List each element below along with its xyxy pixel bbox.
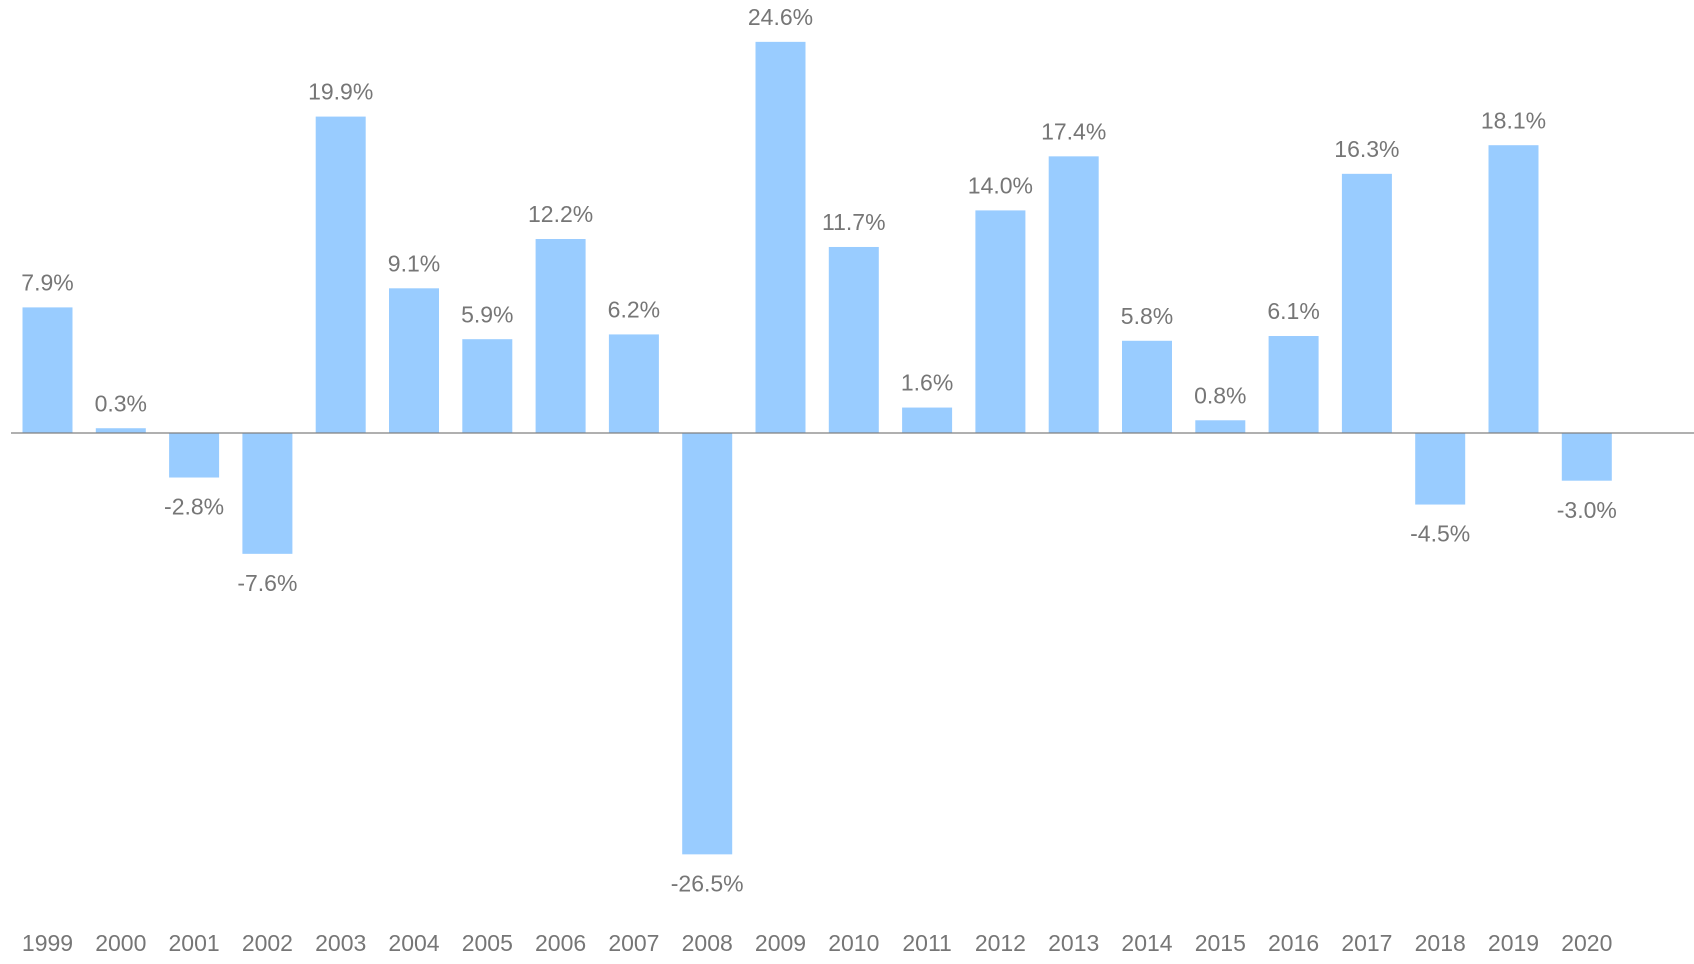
bar (975, 210, 1026, 433)
data-label: 9.1% (388, 250, 440, 276)
data-label: 24.6% (748, 4, 813, 30)
data-label: 18.1% (1481, 107, 1546, 133)
data-label: 12.2% (528, 201, 593, 227)
data-label: 7.9% (21, 269, 73, 295)
bar (1341, 173, 1392, 433)
data-label: 19.9% (308, 79, 373, 105)
x-tick-label: 2013 (1048, 930, 1099, 956)
x-tick-label: 2017 (1341, 930, 1392, 956)
bar (1415, 433, 1466, 505)
x-tick-label: 2010 (828, 930, 879, 956)
x-tick-label: 2015 (1195, 930, 1246, 956)
data-label: 5.9% (461, 301, 513, 327)
x-tick-label: 2014 (1121, 930, 1172, 956)
data-label: 6.2% (608, 296, 660, 322)
bar (462, 339, 513, 433)
x-tick-label: 2004 (388, 930, 439, 956)
bar (1048, 156, 1099, 433)
x-tick-label: 2000 (95, 930, 146, 956)
x-tick-label: 2018 (1415, 930, 1466, 956)
data-label: -2.8% (164, 494, 224, 520)
x-tick-label: 2001 (169, 930, 220, 956)
bar (902, 407, 953, 433)
bar (535, 239, 586, 433)
data-label: -4.5% (1410, 521, 1470, 547)
data-label: 1.6% (901, 370, 953, 396)
x-tick-label: 2007 (608, 930, 659, 956)
bar (389, 288, 439, 433)
bar (1488, 145, 1539, 433)
x-tick-label: 2020 (1561, 930, 1612, 956)
data-label: -26.5% (671, 870, 744, 896)
bar (242, 433, 293, 554)
bar (95, 428, 146, 433)
data-label: 0.8% (1194, 382, 1246, 408)
bar (315, 116, 366, 433)
x-tick-label: 2019 (1488, 930, 1539, 956)
bar (608, 334, 659, 433)
x-tick-label: 2006 (535, 930, 586, 956)
bar (1561, 433, 1612, 481)
x-tick-label: 2003 (315, 930, 366, 956)
data-label: 14.0% (968, 172, 1033, 198)
bar (1268, 336, 1319, 433)
x-tick-label: 2016 (1268, 930, 1319, 956)
bar (22, 307, 73, 433)
data-label: 17.4% (1041, 118, 1106, 144)
bar (1122, 340, 1172, 433)
bar (1195, 420, 1246, 433)
bar (828, 246, 879, 433)
data-label: -3.0% (1557, 497, 1617, 523)
x-tick-label: 1999 (22, 930, 73, 956)
x-tick-label: 2002 (242, 930, 293, 956)
data-label: 16.3% (1334, 136, 1399, 162)
x-tick-label: 2011 (902, 930, 951, 956)
bar (169, 433, 220, 478)
data-label: 6.1% (1267, 298, 1319, 324)
x-tick-label: 2008 (682, 930, 733, 956)
bar (755, 41, 806, 434)
bar (682, 433, 733, 855)
x-tick-label: 2005 (462, 930, 513, 956)
data-label: 5.8% (1121, 303, 1173, 329)
x-tick-label: 2012 (975, 930, 1026, 956)
data-label: 11.7% (822, 209, 886, 235)
data-label: -7.6% (237, 570, 297, 596)
x-tick-label: 2009 (755, 930, 806, 956)
data-label: 0.3% (95, 390, 147, 416)
